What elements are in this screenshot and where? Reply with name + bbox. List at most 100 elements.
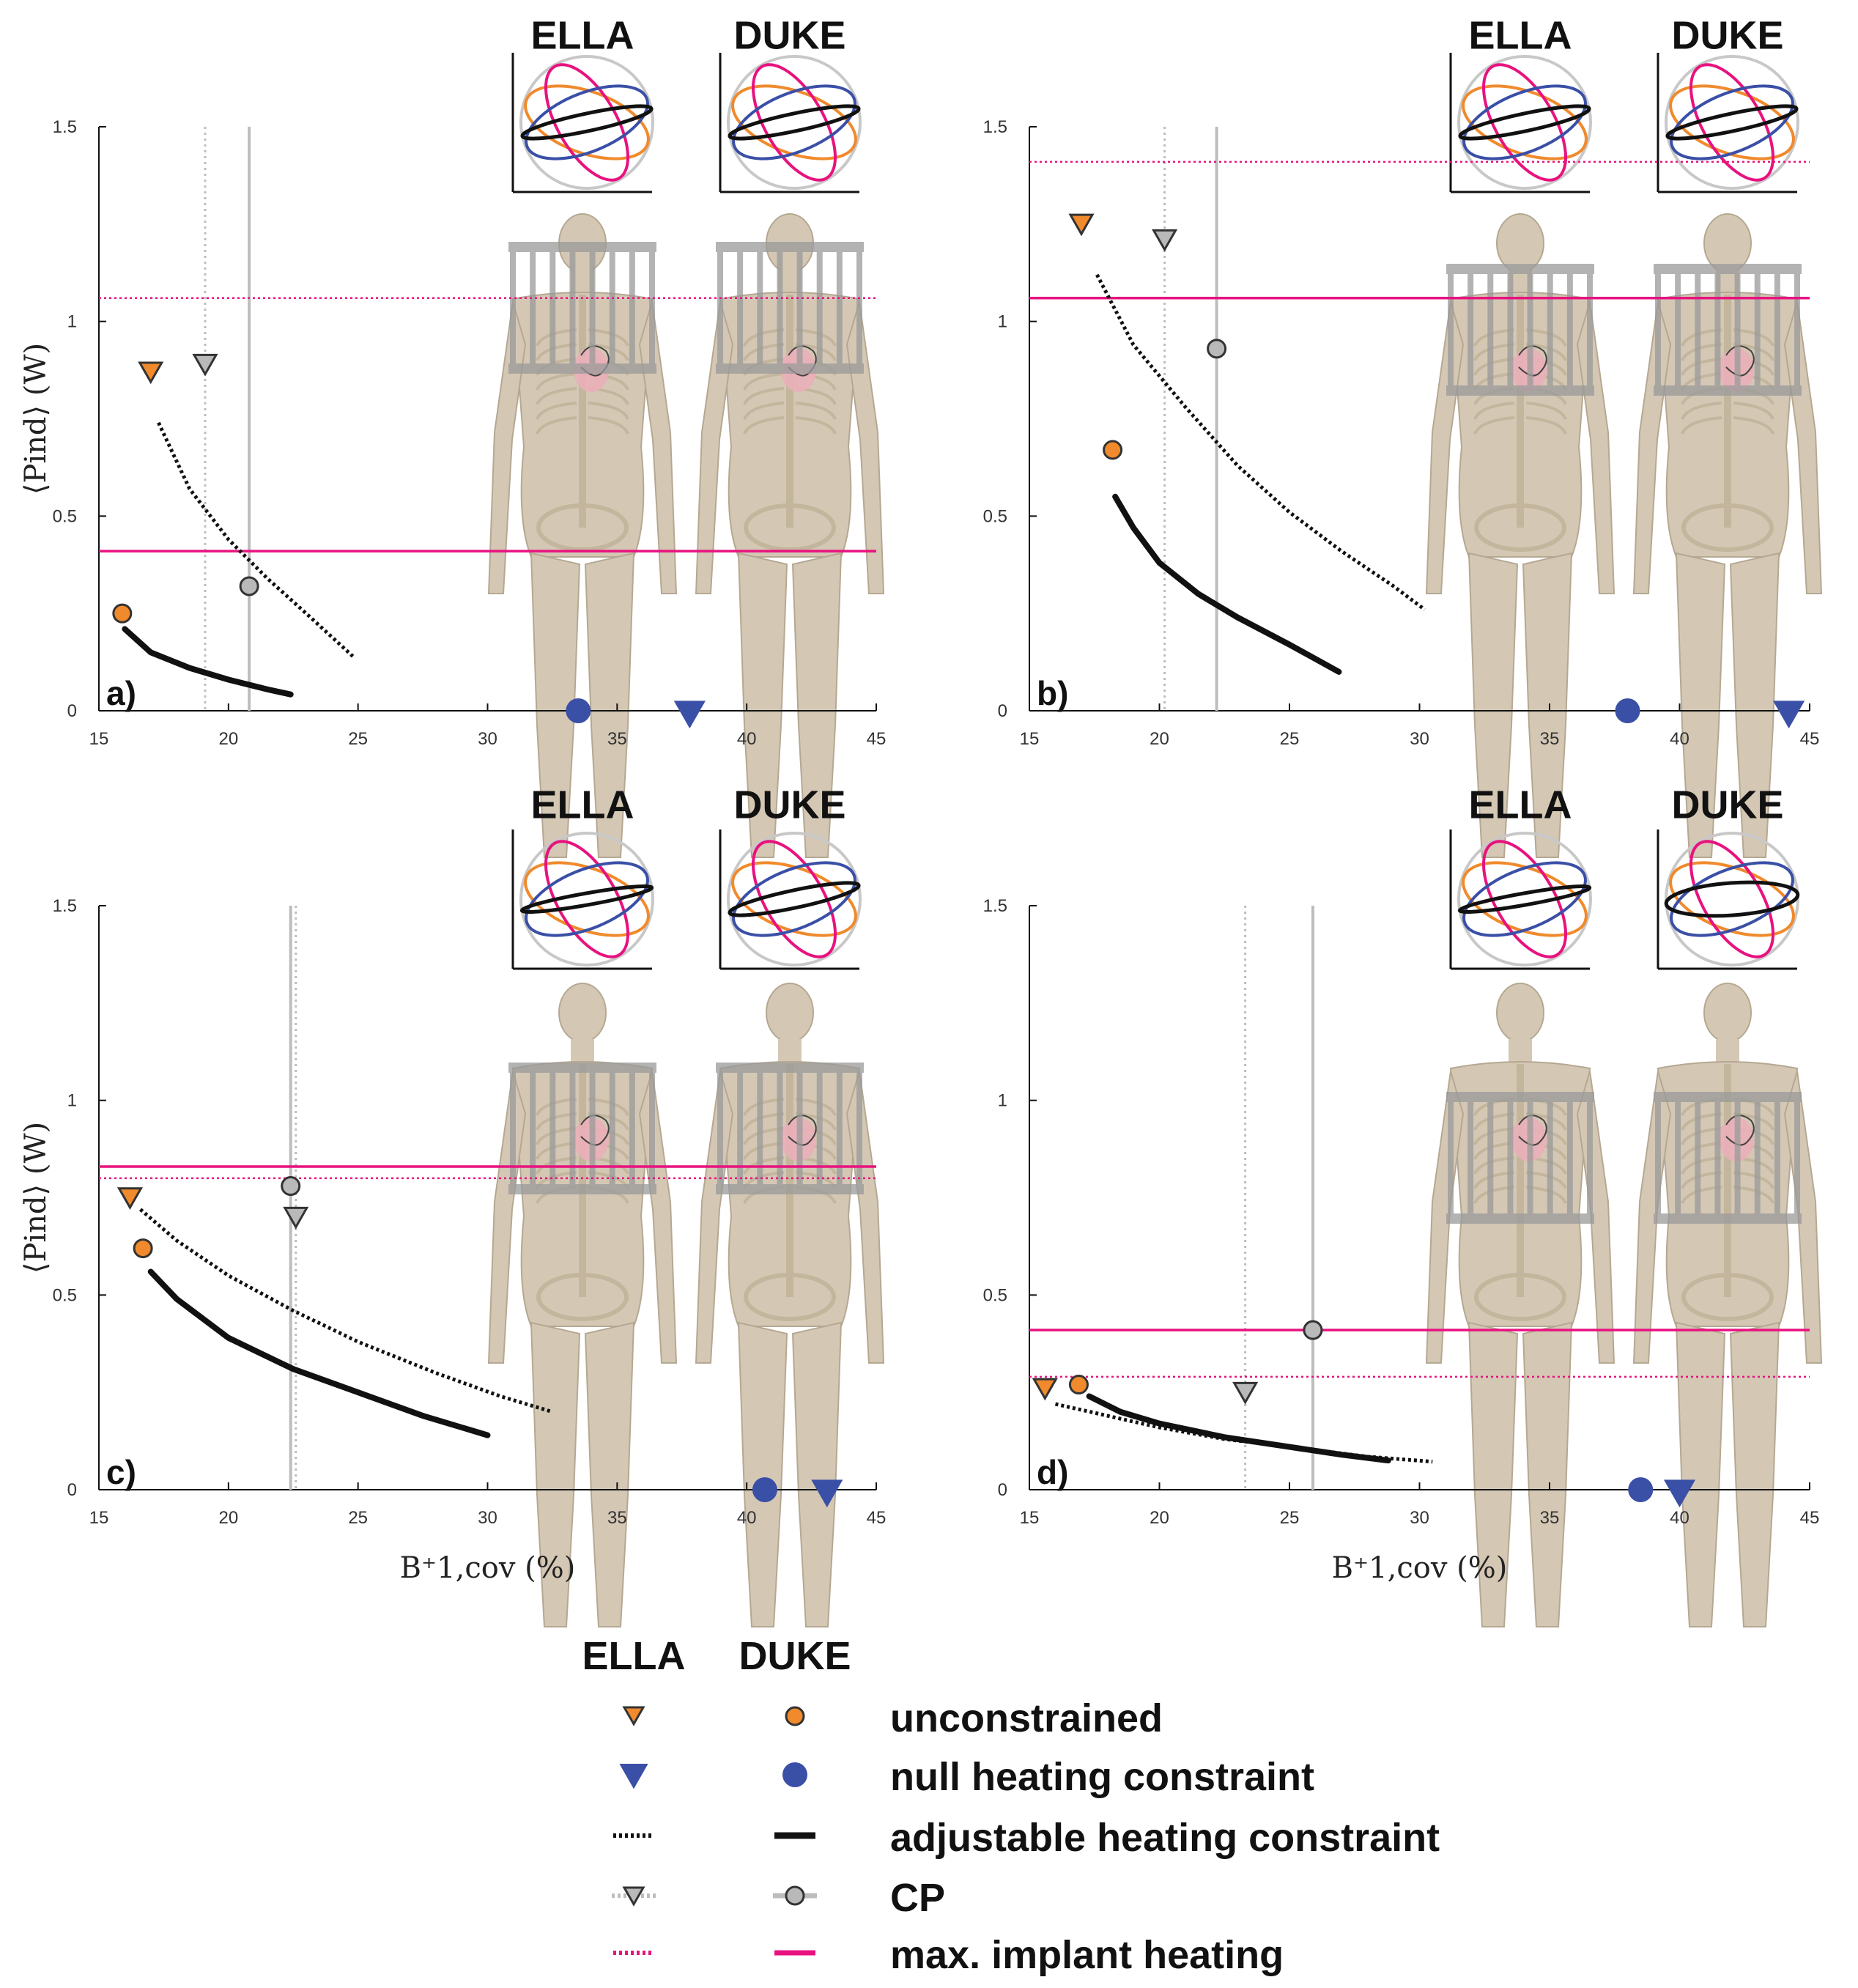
- x-tick-label: 45: [1800, 1508, 1820, 1528]
- y-tick-label: 0: [998, 1480, 1007, 1500]
- coil-rung: [1714, 1092, 1721, 1224]
- ellipse-null: [525, 84, 649, 160]
- body-rib: [1473, 416, 1515, 435]
- marker-ella-unconstrained: [1068, 213, 1095, 237]
- legend-row-adjustable: adjustable heating constraint: [613, 1816, 1440, 1860]
- body-rib: [536, 387, 577, 405]
- x-tick-label: 40: [1670, 729, 1689, 749]
- ellipse-null: [1670, 84, 1794, 160]
- coil-rung: [609, 1063, 615, 1194]
- coil-ring-top: [716, 242, 864, 252]
- coil-ring-top: [1446, 264, 1594, 274]
- coil-rung: [816, 242, 823, 374]
- ellipse-unconstrained-2: [1689, 840, 1774, 958]
- coil-rung: [1754, 1092, 1761, 1224]
- coil-rung: [1467, 1092, 1474, 1224]
- coil-ring-bottom: [716, 363, 864, 374]
- marker-duke-null: [566, 698, 591, 723]
- coil-rung: [1487, 264, 1494, 396]
- legend-header-ella: ELLA: [582, 1634, 686, 1678]
- body-right-arm: [845, 1071, 885, 1364]
- marker-ella-null: [1773, 701, 1805, 729]
- body-rib: [588, 402, 629, 420]
- rf-coil-cage: [716, 1063, 864, 1194]
- x-tick-label: 45: [867, 729, 887, 749]
- body-left-arm: [487, 1071, 527, 1364]
- model-illustrations: ELLA DUKE: [1425, 783, 1823, 1627]
- adjustable-curve-duke: [122, 626, 294, 698]
- coil-ring-bottom: [508, 1184, 656, 1194]
- coil-rung: [816, 1063, 823, 1194]
- x-tick-label: 25: [1280, 1508, 1300, 1528]
- marker-ella-cp: [1232, 1381, 1259, 1405]
- body-left-arm: [487, 301, 527, 594]
- coil-rung: [549, 1063, 556, 1194]
- coil-rung: [530, 242, 536, 374]
- ellipse-unconstrained-1: [1462, 84, 1588, 160]
- coil-rung: [856, 242, 862, 374]
- unit-circle: [1457, 832, 1592, 967]
- coil-rung: [856, 1063, 862, 1194]
- x-tick-label: 20: [218, 729, 238, 749]
- x-tick-label: 35: [607, 729, 627, 749]
- coil-rung: [1714, 264, 1721, 396]
- marker-duke-unconstrained: [1068, 1375, 1089, 1395]
- marker-duke-cp: [239, 576, 259, 596]
- coil-rung: [1507, 1092, 1514, 1224]
- coil-rung: [1448, 264, 1454, 396]
- y-tick-label: 0: [998, 701, 1007, 721]
- body-left-leg: [1467, 552, 1519, 858]
- model-label-duke: DUKE: [1671, 13, 1783, 57]
- rf-coil-cage: [716, 242, 864, 374]
- coil-rung: [1734, 1092, 1741, 1224]
- body-left-arm: [1425, 301, 1465, 594]
- coil-ring-top: [1446, 1092, 1594, 1102]
- body-neck: [1716, 1039, 1739, 1064]
- marker-duke-unconstrained: [133, 1238, 153, 1259]
- polarization-ellipse-inset: [1657, 53, 1799, 193]
- body-rib: [1733, 416, 1774, 435]
- x-tick-label: 20: [1150, 1508, 1169, 1528]
- body-pelvis: [744, 1273, 836, 1321]
- body-right-leg: [584, 552, 635, 858]
- unit-circle: [1457, 55, 1592, 190]
- body-rib: [588, 416, 629, 435]
- coil-rung: [649, 1063, 655, 1194]
- coil-rung: [1695, 1092, 1701, 1224]
- chart-panel: ELLA DUKE 15 20 25 30 35 40 45 0 0.5 1 1.5 d) B⁺1,cov …: [983, 783, 1823, 1627]
- legend-label: adjustable heating constraint: [890, 1816, 1440, 1860]
- coil-rung: [589, 242, 596, 374]
- x-tick-label: 25: [1280, 729, 1300, 749]
- marker-duke-null: [1628, 1477, 1654, 1502]
- coil-rung: [1655, 264, 1661, 396]
- polarization-ellipse-inset: [1449, 53, 1592, 193]
- rf-coil-cage: [1446, 264, 1594, 396]
- body-neck: [1509, 1039, 1532, 1064]
- x-tick-label: 35: [607, 1508, 627, 1528]
- x-tick-label: 35: [1540, 1508, 1560, 1528]
- coil-rung: [1754, 264, 1761, 396]
- x-tick-label: 30: [478, 729, 497, 749]
- body-rib: [536, 416, 577, 435]
- body-right-arm: [638, 1071, 678, 1364]
- coil-ring-bottom: [1654, 1213, 1802, 1224]
- body-rib: [1525, 402, 1567, 420]
- polarization-ellipse-inset: [511, 53, 654, 193]
- marker-ella-cp: [283, 1206, 309, 1230]
- coil-rung: [777, 242, 783, 374]
- ellipse-adjustable: [520, 104, 654, 141]
- adjustable-curve-ella: [1054, 1402, 1433, 1464]
- x-tick-label: 20: [1150, 729, 1169, 749]
- coil-ring-bottom: [716, 1184, 864, 1194]
- marker-duke-unconstrained: [112, 603, 133, 624]
- body-right-arm: [1576, 1071, 1615, 1364]
- ellipse-unconstrained-1: [1462, 861, 1588, 937]
- y-axis-title: ⟨Pind⟩ (W): [19, 1122, 53, 1274]
- adjustable-curve-ella: [1095, 273, 1426, 611]
- body-left-arm: [1425, 1071, 1465, 1364]
- ellipse-unconstrained-1: [731, 84, 857, 160]
- ellipse-adjustable: [1458, 104, 1591, 141]
- coil-rung: [609, 242, 615, 374]
- body-right-arm: [845, 301, 885, 594]
- ellipse-unconstrained-2: [544, 840, 629, 958]
